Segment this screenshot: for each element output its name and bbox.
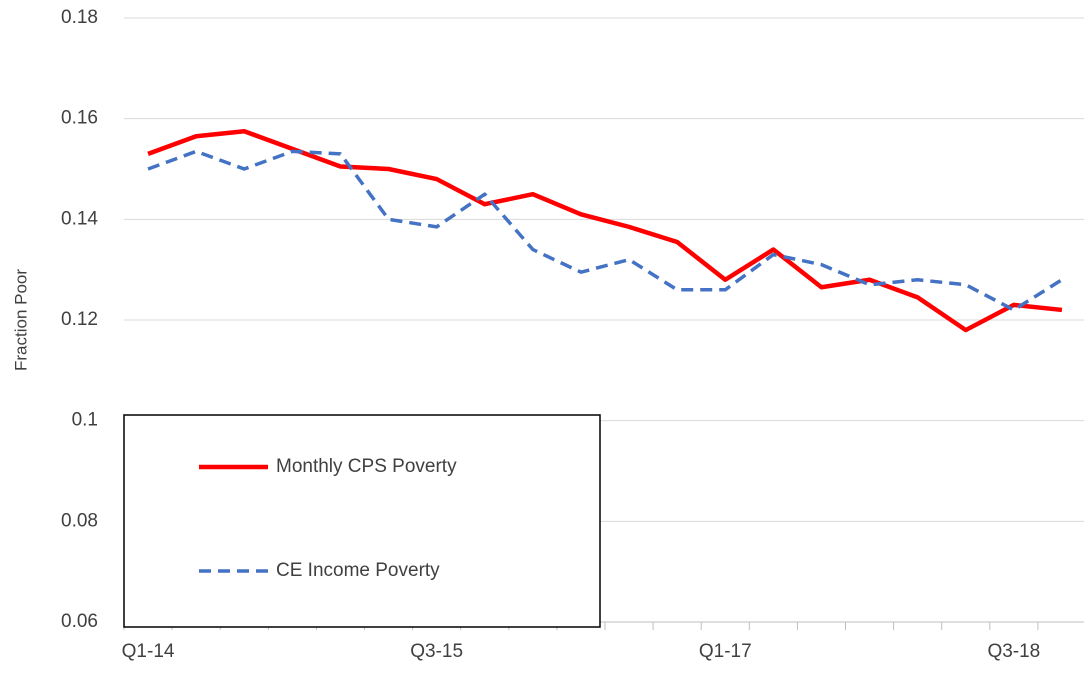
y-tick-label: 0.08 [61,510,98,531]
y-tick-label: 0.18 [61,7,98,28]
y-tick-label: 0.16 [61,108,98,129]
y-tick-label: 0.06 [61,611,98,632]
series-line [147,129,1063,333]
y-tick-label: 0.14 [61,208,98,229]
x-tick-label: Q1-14 [122,641,175,662]
legend-label: CE Income Poverty [276,560,440,581]
series-line [147,149,1063,312]
y-tick-label: 0.12 [61,309,98,330]
x-tick-label: Q3-15 [410,641,463,662]
x-tick-label: Q1-17 [699,641,752,662]
legend-label: Monthly CPS Poverty [276,456,457,477]
legend-box [123,414,601,628]
x-tick-label: Q3-18 [987,641,1040,662]
y-tick-label: 0.1 [72,410,98,431]
y-axis-label: Fraction Poor [11,269,30,371]
